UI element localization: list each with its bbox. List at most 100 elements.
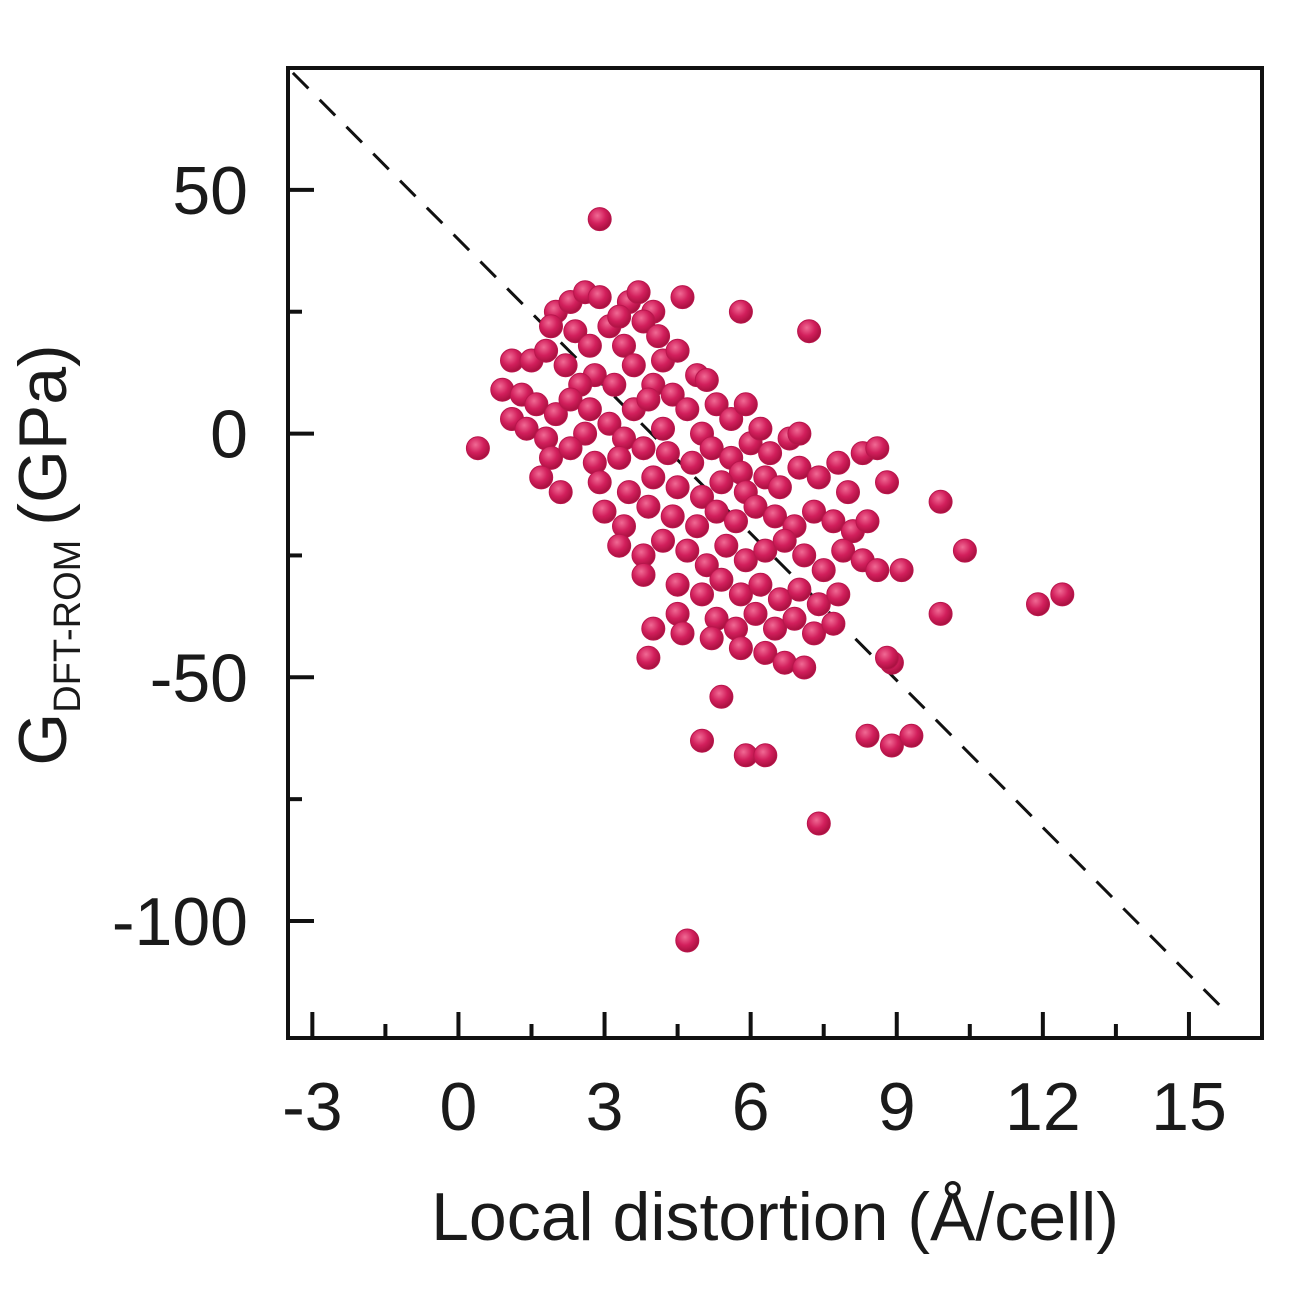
data-point	[607, 304, 632, 329]
x-tick-label: -3	[282, 1069, 342, 1145]
data-point	[621, 353, 646, 378]
data-point	[855, 723, 880, 748]
y-tick-label: 50	[172, 153, 248, 229]
data-point	[631, 436, 656, 461]
data-point	[821, 509, 846, 534]
data-point	[675, 397, 700, 422]
y-tick-label: 0	[210, 397, 248, 473]
data-point	[728, 299, 753, 324]
data-point	[636, 645, 661, 670]
data-point	[728, 582, 753, 607]
data-point	[690, 582, 714, 607]
data-point	[836, 480, 860, 505]
data-point	[636, 494, 661, 519]
data-point	[875, 470, 899, 495]
data-point	[875, 645, 899, 670]
data-point	[724, 509, 748, 534]
x-tick-label: 3	[586, 1069, 624, 1145]
data-point	[646, 324, 671, 349]
data-point	[631, 562, 656, 587]
data-point	[802, 621, 826, 646]
data-point	[675, 928, 700, 953]
data-point	[636, 387, 661, 412]
data-point	[767, 475, 792, 500]
data-point	[626, 280, 651, 305]
x-tick-label: 9	[878, 1069, 916, 1145]
data-point	[665, 572, 690, 597]
y-axis-title-unit: (GPa)	[5, 344, 81, 525]
y-tick-label: -50	[150, 640, 248, 716]
data-point	[699, 626, 724, 651]
data-point	[758, 441, 783, 466]
data-point	[787, 577, 812, 602]
data-point	[573, 421, 598, 446]
y-axis-title: GDFT-ROM (GPa)	[5, 344, 89, 765]
data-point	[728, 636, 753, 661]
data-point	[743, 494, 768, 519]
data-point	[753, 640, 778, 665]
data-point	[743, 601, 768, 626]
data-point	[607, 533, 632, 558]
data-point	[651, 416, 675, 441]
data-point	[806, 592, 831, 617]
data-point	[587, 207, 612, 232]
x-tick-label: 6	[732, 1069, 770, 1145]
data-point	[709, 684, 734, 709]
data-point	[831, 538, 856, 563]
data-point	[855, 509, 880, 534]
data-point	[660, 504, 685, 529]
data-point	[660, 382, 685, 407]
data-point	[529, 465, 554, 490]
data-point	[928, 601, 953, 626]
data-point	[607, 445, 632, 470]
data-point	[524, 392, 549, 417]
data-point	[889, 558, 914, 583]
data-point	[577, 397, 602, 422]
data-point	[753, 743, 778, 768]
data-point	[899, 723, 924, 748]
data-point	[704, 499, 729, 524]
data-point	[879, 733, 904, 758]
data-point	[690, 484, 714, 509]
data-point	[826, 450, 851, 475]
data-point	[694, 368, 719, 392]
data-point	[539, 445, 563, 470]
data-point	[748, 416, 773, 441]
data-point	[748, 572, 773, 597]
x-axis-title: Local distortion (Å/cell)	[431, 1179, 1119, 1255]
data-point	[763, 616, 787, 641]
data-point	[733, 392, 758, 417]
data-point	[782, 606, 807, 631]
data-point	[772, 528, 797, 553]
data-point	[587, 285, 612, 310]
data-point	[577, 333, 602, 358]
data-point	[558, 436, 583, 461]
data-point	[670, 621, 695, 646]
x-axis-ticks: -3 0 3 6 9 12 15	[282, 1012, 1227, 1145]
data-point	[699, 436, 724, 461]
data-point	[592, 499, 617, 524]
data-point	[797, 319, 822, 344]
data-point	[787, 421, 812, 446]
data-point	[806, 811, 831, 836]
data-point	[612, 333, 636, 358]
data-point	[670, 285, 695, 310]
x-tick-label: 0	[440, 1069, 478, 1145]
data-point	[690, 728, 714, 753]
data-point	[616, 480, 641, 505]
data-point	[514, 416, 539, 441]
data-point	[753, 538, 778, 563]
data-point	[675, 538, 700, 563]
data-point	[534, 338, 559, 363]
data-point	[714, 533, 739, 558]
data-point	[792, 655, 817, 680]
data-point	[651, 528, 675, 553]
data-point	[792, 543, 817, 568]
data-point	[553, 353, 578, 378]
data-point	[665, 338, 690, 363]
data-point	[865, 558, 890, 583]
data-point	[655, 441, 680, 466]
data-point	[733, 548, 758, 573]
data-point	[685, 514, 710, 539]
